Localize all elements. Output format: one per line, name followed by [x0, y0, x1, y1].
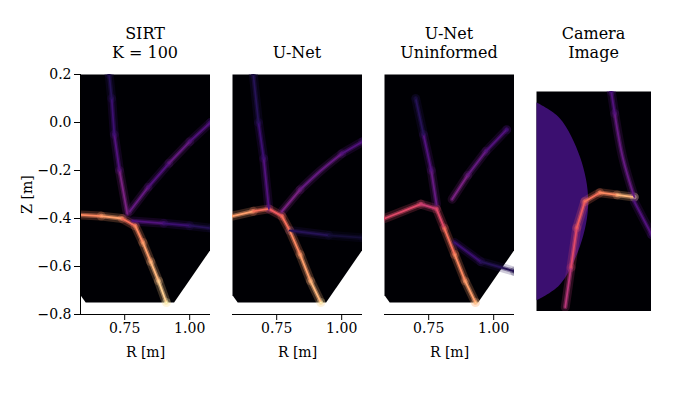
html-text:SIRT: SIRT [125, 24, 165, 43]
svg-text:1.00: 1.00 [326, 320, 357, 336]
svg-text:−0.8: −0.8 [38, 306, 72, 322]
html-text:Image: Image [568, 43, 619, 62]
svg-text:−0.2: −0.2 [38, 162, 72, 178]
svg-text:0.0: 0.0 [49, 114, 71, 130]
svg-text:1.00: 1.00 [478, 320, 509, 336]
html-text:K = 100: K = 100 [112, 43, 178, 62]
svg-text:−0.4: −0.4 [38, 210, 72, 226]
svg-text:0.75: 0.75 [109, 320, 140, 336]
html-text:Camera: Camera [561, 24, 626, 43]
svg-text:R [m]: R [m] [278, 344, 317, 360]
svg-text:1.00: 1.00 [174, 320, 205, 336]
svg-text:−0.6: −0.6 [38, 258, 72, 274]
svg-text:0.75: 0.75 [261, 320, 292, 336]
svg-text:0.2: 0.2 [49, 66, 71, 82]
svg-text:R [m]: R [m] [430, 344, 469, 360]
svg-text:R [m]: R [m] [126, 344, 165, 360]
svg-text:Z [m]: Z [m] [19, 175, 35, 213]
html-text:Uninformed: Uninformed [400, 43, 498, 62]
html-text:U-Net: U-Net [424, 24, 474, 43]
svg-text:0.75: 0.75 [413, 320, 444, 336]
html-text:U-Net: U-Net [272, 43, 322, 62]
